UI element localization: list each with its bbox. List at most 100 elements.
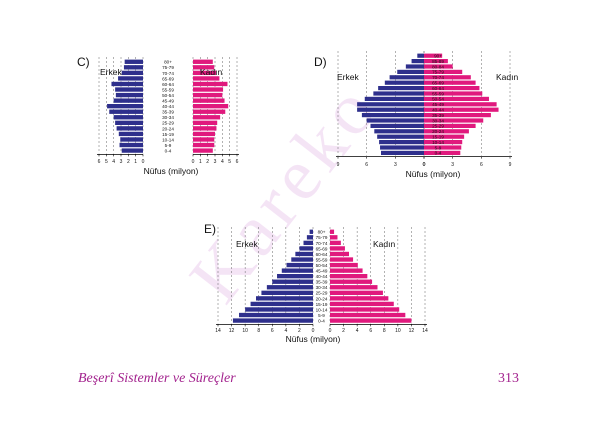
bar-erkek-40-44: [277, 274, 313, 279]
tick-label: 1: [134, 159, 137, 165]
bar-kadin-65-69: [424, 80, 476, 85]
age-label: 75-79: [432, 70, 444, 75]
bar-kadin-25-29: [193, 120, 218, 125]
bar-erkek-70-74: [389, 75, 424, 80]
age-label: 15-19: [162, 132, 174, 137]
bar-kadin-15-19: [330, 301, 394, 307]
bar-erkek-35-39: [272, 279, 313, 284]
bar-erkek-40-44: [357, 107, 424, 112]
age-label: 65-69: [316, 246, 328, 251]
bar-kadin-80-84: [424, 64, 453, 69]
footer-title: Beşerî Sistemler ve Süreçler: [78, 371, 236, 386]
bar-erkek-10-14: [120, 137, 143, 142]
bar-kadin-65-69: [193, 76, 220, 81]
age-label: 50-54: [316, 263, 328, 268]
tick-label: 12: [229, 328, 235, 334]
bar-erkek-70-74: [121, 70, 143, 76]
age-label: 20-24: [316, 296, 328, 301]
age-label: 80-84: [432, 64, 444, 69]
bar-erkek-50-54: [364, 96, 424, 101]
bar-kadin-40-44: [424, 107, 499, 112]
tick-label: 0: [423, 162, 426, 168]
bar-erkek-45-49: [357, 102, 424, 107]
bar-kadin-20-24: [424, 129, 469, 134]
tick-label: 9: [337, 162, 340, 168]
tick-label: 3: [394, 162, 397, 168]
bar-erkek-15-19: [250, 301, 313, 307]
tick-label: 6: [369, 328, 372, 334]
age-label: 5-9: [318, 313, 325, 318]
tick-label: 12: [409, 328, 415, 334]
bar-kadin-30-34: [330, 285, 378, 290]
bar-erkek-15-19: [118, 131, 143, 137]
bar-erkek-10-14: [379, 140, 424, 145]
bar-erkek-20-24: [374, 129, 424, 134]
bar-erkek-5-9: [119, 142, 143, 148]
bar-kadin-35-39: [193, 109, 226, 114]
age-label: 5-9: [435, 145, 442, 150]
bar-kadin-80+: [330, 229, 335, 234]
age-label: 25-29: [432, 124, 444, 129]
bar-kadin-15-19: [424, 134, 465, 139]
bar-erkek-60-64: [295, 251, 313, 257]
tick-label: 5: [228, 159, 231, 165]
bar-erkek-15-19: [377, 134, 424, 139]
age-label: 70-74: [316, 241, 328, 246]
age-label: 30-34: [316, 285, 328, 290]
bar-kadin-60-64: [193, 81, 228, 87]
age-label: 10-14: [432, 140, 444, 145]
bar-erkek-25-29: [115, 120, 143, 125]
age-label: 40-44: [316, 274, 328, 279]
age-label: 45-49: [432, 102, 444, 107]
bar-erkek-60-64: [111, 81, 143, 87]
bar-kadin-60-64: [424, 86, 480, 91]
bar-erkek-30-34: [266, 285, 313, 290]
bar-erkek-45-49: [281, 268, 313, 273]
bar-kadin-5-9: [193, 142, 215, 148]
bar-erkek-35-39: [109, 109, 143, 114]
tick-label: 4: [112, 159, 115, 165]
tick-label: 4: [284, 328, 287, 334]
bar-kadin-45-49: [424, 102, 497, 107]
bar-kadin-85-89: [424, 59, 448, 64]
bar-kadin-40-44: [330, 274, 368, 279]
tick-label: 6: [236, 159, 239, 165]
bar-erkek-10-14: [245, 307, 313, 312]
bar-erkek-50-54: [115, 92, 143, 98]
bar-kadin-20-24: [193, 126, 217, 131]
tick-label: 1: [199, 159, 202, 165]
age-label: 75-79: [162, 65, 174, 70]
age-label: 75-79: [316, 235, 328, 240]
series-label-kadin: Kadın: [373, 239, 395, 249]
tick-label: 14: [422, 328, 428, 334]
age-label: 15-19: [432, 135, 444, 140]
x-axis-label: Nüfus (milyon): [144, 166, 199, 176]
bar-erkek-40-44: [107, 104, 143, 109]
bar-erkek-75-79: [306, 235, 313, 240]
age-label: 0-4: [318, 318, 325, 323]
bar-kadin-35-39: [330, 279, 373, 284]
tick-label: 4: [356, 328, 359, 334]
age-label: 85-89: [432, 59, 444, 64]
age-label: 35-39: [432, 113, 444, 118]
age-label: 65-69: [162, 76, 174, 81]
bar-kadin-50-54: [193, 92, 223, 98]
bar-erkek-80+: [124, 59, 143, 64]
tick-label: 2: [342, 328, 345, 334]
age-label: 45-49: [316, 269, 328, 274]
bar-erkek-5-9: [239, 312, 313, 318]
bar-kadin-70-74: [330, 240, 341, 246]
tick-label: 0: [142, 159, 145, 165]
age-label: 10-14: [162, 137, 174, 142]
series-label-erkek: Erkek: [236, 239, 258, 249]
tick-label: 0: [312, 328, 315, 334]
bar-kadin-65-69: [330, 246, 345, 251]
age-label: 80+: [164, 60, 172, 65]
bar-erkek-0-4: [381, 150, 424, 155]
series-label-kadin: Kadın: [200, 67, 222, 77]
bar-erkek-50-54: [286, 262, 313, 268]
tick-label: 10: [395, 328, 401, 334]
bar-erkek-0-4: [121, 148, 143, 153]
